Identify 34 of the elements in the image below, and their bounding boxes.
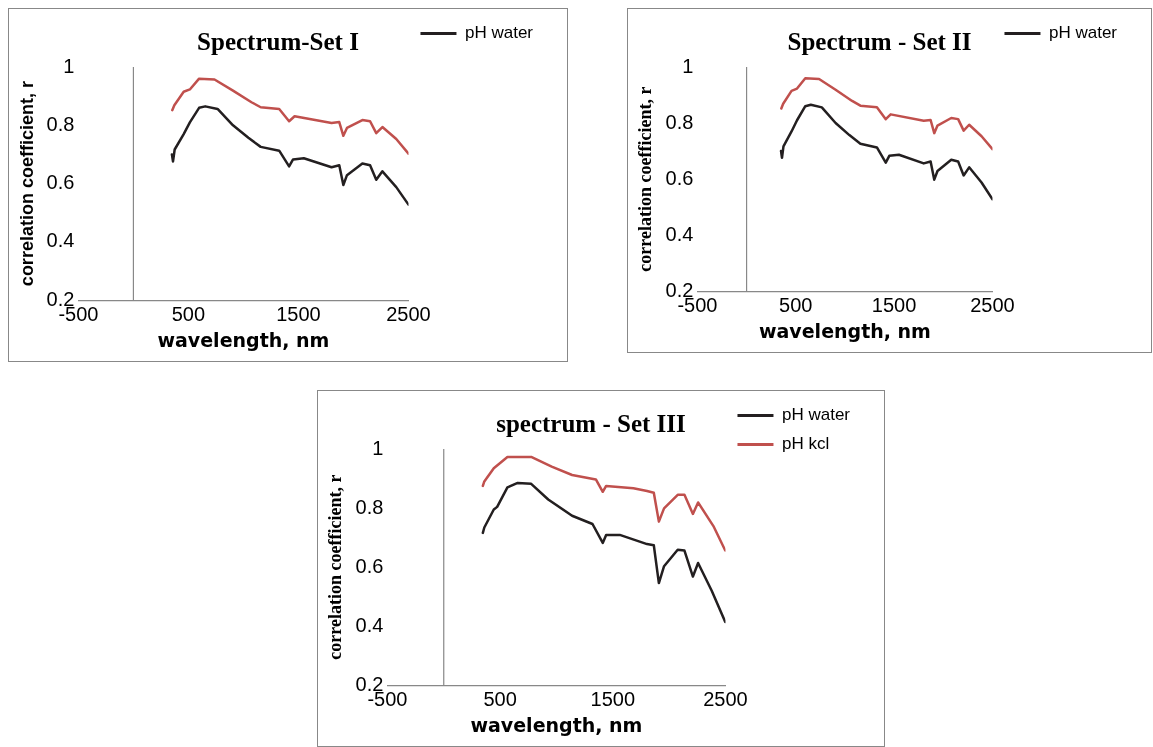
x-axis-title: wavelength, nm: [470, 713, 643, 736]
y-tick-label: 0.6: [355, 554, 384, 577]
x-axis-title: wavelength, nm: [758, 319, 931, 342]
x-axis-title: wavelength, nm: [157, 328, 330, 351]
y-tick-label: 0.8: [665, 110, 694, 133]
x-tick-label: 500: [483, 687, 517, 710]
legend-label: pH water: [1048, 23, 1118, 43]
y-tick-label: 0.8: [46, 112, 75, 135]
y-tick-label: 1: [372, 436, 384, 459]
y-axis-title: correlation coefficient, r: [325, 474, 346, 660]
y-tick-label: 0.4: [665, 222, 694, 245]
legend-label: pH water: [464, 23, 534, 43]
y-tick-label: 1: [63, 54, 75, 77]
x-tick-label: 2500: [970, 293, 1015, 316]
chart-title: Spectrum - Set II: [787, 28, 972, 56]
x-tick-label: 500: [779, 293, 813, 316]
y-tick-label: 0.6: [46, 171, 75, 194]
x-tick-label: 2500: [386, 302, 431, 325]
x-tick-label: 2500: [703, 687, 748, 710]
x-tick-label: 1500: [276, 302, 321, 325]
y-axis-title: correlation coefficient, r: [635, 86, 656, 272]
chart-title: spectrum - Set III: [496, 410, 686, 438]
y-axis-title: correlation coefficient, r: [16, 81, 37, 287]
legend-label: pH kcl: [781, 434, 830, 454]
chart-title: Spectrum-Set I: [197, 28, 359, 56]
y-tick-label: 0.4: [46, 229, 75, 252]
x-tick-label: 500: [171, 302, 206, 325]
x-tick-label: 1500: [871, 293, 917, 316]
y-tick-label: 1: [682, 54, 694, 77]
x-tick-label: 1500: [590, 687, 636, 710]
legend-label: pH water: [781, 405, 851, 425]
y-tick-label: 0.4: [355, 613, 384, 636]
y-tick-label: 0.6: [665, 166, 694, 189]
y-tick-label: 0.8: [355, 495, 384, 518]
